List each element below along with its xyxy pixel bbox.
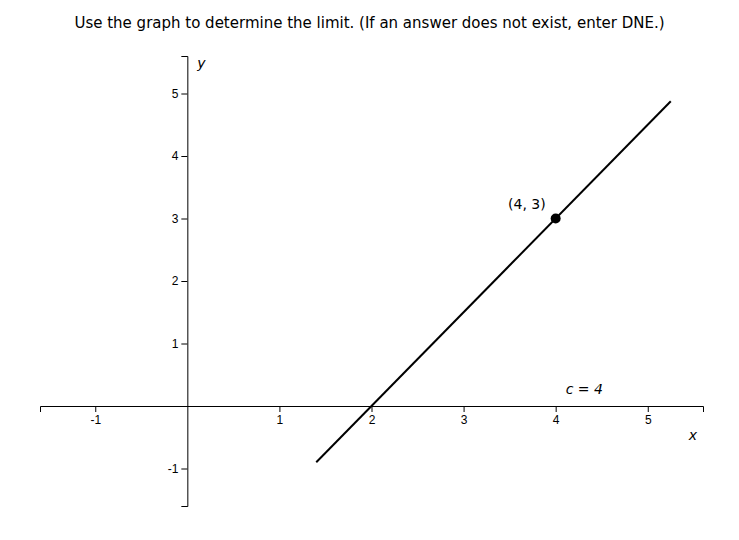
y-tick-label: 5 <box>172 87 179 101</box>
y-tick-label: -1 <box>168 462 179 476</box>
y-tick-mark <box>181 156 187 157</box>
y-tick-mark <box>181 281 187 282</box>
y-tick: 5 <box>172 87 188 101</box>
y-tick: -1 <box>168 462 188 476</box>
x-tick-mark <box>556 406 557 412</box>
title: Use the graph to determine the limit. (I… <box>74 14 664 32</box>
marks <box>316 101 671 462</box>
y-tick-label: 2 <box>172 274 179 288</box>
y-tick-label: 4 <box>172 149 179 163</box>
annotation: c = 4 <box>566 381 603 397</box>
x-tick-mark <box>648 406 649 412</box>
x-tick: 1 <box>277 406 284 427</box>
x-tick: 4 <box>553 406 560 427</box>
x-axis-title: x <box>688 427 698 443</box>
x-tick-mark <box>464 406 465 412</box>
y-tick-mark <box>181 469 187 470</box>
x-axis: -1 1 2 3 4 5 <box>41 406 704 427</box>
y-axis: -1 1 2 3 4 5 <box>168 57 188 507</box>
plot: -1 1 2 3 4 5 -1 1 2 3 4 5 x y (4, 3) c = 4 <box>41 55 704 507</box>
x-tick-mark <box>95 406 96 412</box>
x-tick-label: 5 <box>645 413 652 427</box>
x-tick: 3 <box>461 406 468 427</box>
x-tick-label: 1 <box>277 413 284 427</box>
y-tick-label: 1 <box>172 337 179 351</box>
x-tick: 5 <box>645 406 652 427</box>
x-tick-label: 3 <box>461 413 468 427</box>
y-tick-mark <box>181 344 187 345</box>
x-tick-label: -1 <box>90 413 101 427</box>
y-tick: 3 <box>172 212 188 226</box>
y-axis-title: y <box>196 55 206 71</box>
x-tick-label: 2 <box>369 413 376 427</box>
y-tick-mark <box>181 94 187 95</box>
x-axis-line <box>41 407 704 413</box>
y-tick-mark <box>181 219 187 220</box>
point-label: (4, 3) <box>508 196 546 212</box>
x-tick-label: 4 <box>553 413 560 427</box>
y-tick-label: 3 <box>172 212 179 226</box>
y-tick: 1 <box>172 337 188 351</box>
x-tick: -1 <box>90 406 101 427</box>
x-tick-mark <box>279 406 280 412</box>
chart: Use the graph to determine the limit. (I… <box>0 0 739 540</box>
line <box>316 101 671 462</box>
point <box>551 214 561 224</box>
y-tick: 4 <box>172 149 188 163</box>
y-axis-line <box>181 57 188 507</box>
y-tick: 2 <box>172 274 188 288</box>
